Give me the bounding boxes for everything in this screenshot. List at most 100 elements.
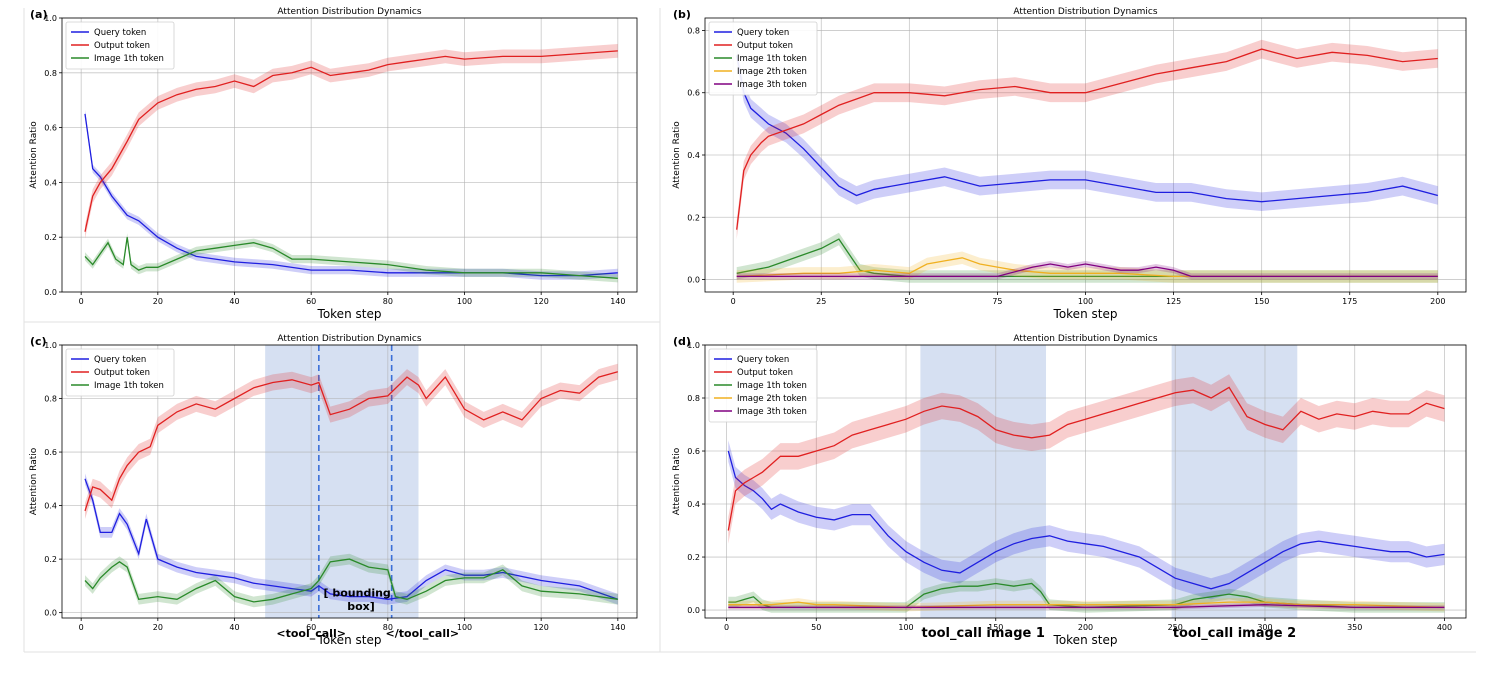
x-axis-label: Token step: [1053, 633, 1118, 647]
legend-entry: Query token: [737, 28, 789, 38]
x-tick-label: 150: [988, 623, 1003, 632]
panel-label: (b): [673, 8, 691, 21]
x-tick-label: 100: [457, 297, 472, 306]
panel-a: 0 20 40 60 80 100 120 140 0.0 0.2 0.4 0.6 0.8 1.0 Atte…: [29, 7, 638, 321]
x-tick-label: 80: [383, 297, 393, 306]
series-line: [736, 48, 1438, 230]
legend-entry: Query token: [94, 355, 146, 365]
series-line: [736, 55, 1438, 203]
x-tick-label: 200: [1430, 297, 1445, 306]
x-tick-label: 60: [306, 623, 316, 632]
series-band: [85, 363, 618, 519]
series-band: [85, 109, 618, 280]
x-tick-label: 150: [1254, 297, 1269, 306]
legend-entry: Image 1th token: [94, 381, 164, 391]
x-tick-label: 0: [79, 297, 84, 306]
legend-entry: Output token: [94, 368, 150, 378]
y-tick-label: 0.0: [44, 288, 57, 297]
y-tick-label: 1.0: [44, 14, 57, 23]
x-tick-label: 40: [229, 623, 239, 632]
legend-entry: Image 1th token: [737, 381, 807, 391]
series-image-3th-token: [728, 602, 1445, 610]
x-tick-label: 25: [816, 297, 826, 306]
tool-call-region: [920, 345, 1047, 618]
y-tick-label: 0.2: [44, 233, 57, 242]
y-tick-label: 0.6: [44, 124, 57, 133]
chart-title: Attention Distribution Dynamics: [277, 334, 421, 344]
y-axis-label: Attention Ratio: [29, 121, 39, 189]
y-tick-label: 0.4: [44, 178, 57, 187]
series-query-token: [84, 109, 618, 280]
panel-label: (a): [30, 8, 47, 21]
x-tick-label: 100: [898, 623, 913, 632]
plot-frame: [61, 17, 638, 293]
legend: Query token Output token Image 1th token: [65, 348, 175, 397]
y-axis-label: Attention Ratio: [29, 447, 39, 515]
series-image-3th-token: [736, 260, 1438, 280]
legend-entry: Image 2th token: [737, 394, 807, 404]
x-tick-label: 200: [1078, 623, 1093, 632]
x-axis-label: Token step: [317, 633, 382, 647]
x-tick-label: 100: [457, 623, 472, 632]
y-axis-label: Attention Ratio: [672, 121, 682, 189]
chart-title: Attention Distribution Dynamics: [1013, 334, 1157, 344]
series-query-token: [727, 440, 1445, 600]
x-tick-label: 0: [79, 623, 84, 632]
series-line: [728, 582, 1445, 609]
legend-entry: Output token: [94, 41, 150, 51]
x-tick-label: 350: [1347, 623, 1362, 632]
x-tick-label: 300: [1257, 623, 1272, 632]
series-band: [736, 39, 1438, 240]
legend-entry: Query token: [94, 28, 146, 38]
legend-entry: Image 3th token: [737, 80, 807, 90]
series-query-token: [84, 473, 619, 605]
annotation-label: tool_call image 2: [1173, 626, 1296, 641]
series-output-token: [84, 363, 618, 519]
legend: Query token Output token Image 1th token: [65, 21, 175, 70]
series-band: [736, 251, 1438, 283]
series-line: [84, 371, 618, 512]
y-tick-label: 1.0: [44, 341, 57, 350]
x-tick-label: 80: [383, 623, 393, 632]
x-tick-label: 250: [1168, 623, 1183, 632]
series-band: [85, 233, 618, 283]
annotation-label: <tool_call>: [276, 627, 346, 640]
y-tick-label: 0.8: [44, 69, 57, 78]
annotation-label: [ bounding: [324, 587, 391, 600]
series-line: [727, 450, 1445, 590]
y-tick-label: 0.0: [687, 606, 700, 615]
series-query-token: [736, 46, 1438, 211]
x-tick-label: 125: [1166, 297, 1181, 306]
legend-box: [65, 21, 175, 70]
x-tick-label: 400: [1437, 623, 1452, 632]
legend: Query token Output token Image 1th token Im…: [708, 348, 818, 423]
series-output-token: [84, 44, 618, 239]
x-tick-label: 50: [811, 623, 821, 632]
y-tick-label: 0.0: [687, 276, 700, 285]
legend-entry: Output token: [737, 41, 793, 51]
x-tick-label: 100: [1078, 297, 1093, 306]
series-band: [85, 553, 618, 608]
panel-d: 0 50 100 150 200 250 300 350 400 0.0 0.2 0.4 0.6 0.8 1…: [672, 334, 1467, 647]
annotation-label: box]: [347, 600, 375, 613]
series-line: [84, 113, 618, 277]
chart-title: Attention Distribution Dynamics: [277, 7, 421, 17]
series-line: [84, 478, 619, 600]
legend-entry: Output token: [737, 368, 793, 378]
legend-entry: Image 1th token: [94, 54, 164, 64]
x-tick-label: 50: [904, 297, 914, 306]
x-tick-label: 0: [731, 297, 736, 306]
series-band: [85, 473, 618, 605]
x-tick-label: 20: [153, 297, 163, 306]
y-tick-label: 0.0: [44, 609, 57, 618]
chart-title: Attention Distribution Dynamics: [1013, 7, 1157, 17]
y-tick-label: 0.2: [687, 213, 700, 222]
x-tick-label: 175: [1342, 297, 1357, 306]
x-axis-label: Token step: [317, 307, 382, 321]
series-line: [727, 386, 1445, 531]
series-line: [728, 604, 1445, 609]
legend: Query token Output token Image 1th token Im…: [708, 21, 818, 96]
y-tick-label: 1.0: [687, 341, 700, 350]
legend-box: [708, 21, 818, 96]
